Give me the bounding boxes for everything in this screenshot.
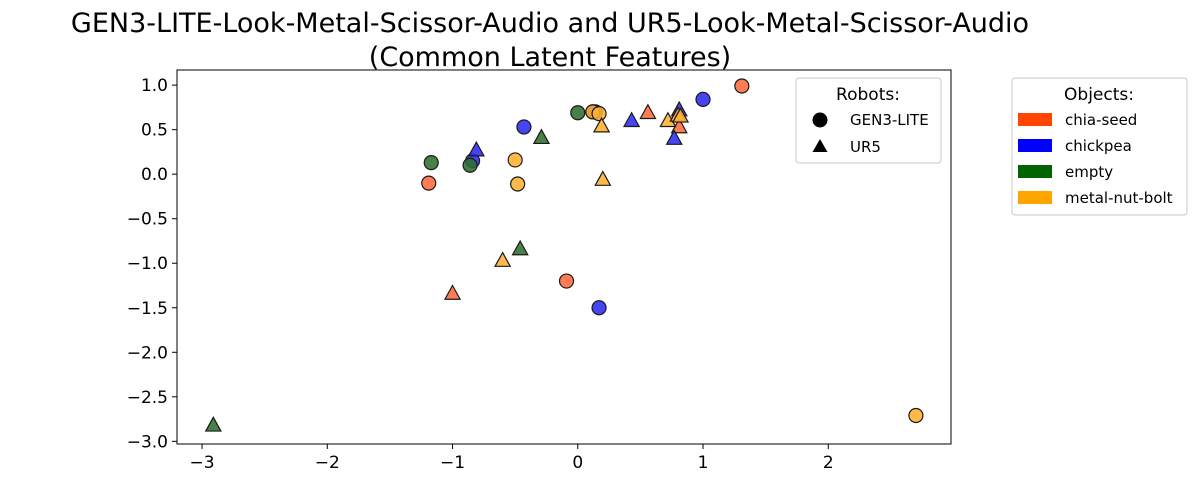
chart-title-line1: GEN3-LITE-Look-Metal-Scissor-Audio and U… — [71, 8, 1029, 39]
point-ur5-metal-nut-bolt-32 — [671, 107, 690, 123]
axes: −3 −2 −1 0 1 2 1.0 0.5 0.0 −0.5 −1.0 −1.5 −2.0 −2.5 −3… — [127, 69, 952, 473]
plot-frame — [176, 69, 952, 445]
y-tick-label: −1.0 — [127, 254, 168, 274]
point-ur5-empty-26 — [532, 128, 551, 145]
point-ur5-metal-nut-bolt-27 — [494, 251, 512, 267]
robot-legend: Robots: GEN3-LITE UR5 — [795, 77, 942, 164]
robot-legend-entry-ur5: UR5 — [850, 138, 881, 156]
triangle-marker-icon — [812, 139, 828, 152]
y-tick-label: −0.5 — [127, 210, 168, 230]
object-legend-entry-empty: empty — [1065, 163, 1113, 181]
point-ur5-empty-24 — [204, 416, 222, 432]
point-gen3-lite-chickpea-7 — [695, 91, 711, 107]
y-tick-label: −2.0 — [127, 343, 168, 363]
y-tick-label: 0.0 — [141, 165, 168, 185]
empty-swatch — [1018, 165, 1052, 178]
object-legend-entry-chia-seed: chia-seed — [1065, 111, 1137, 129]
point-gen3-lite-chickpea-4 — [516, 119, 532, 135]
chickpea-swatch — [1018, 139, 1052, 152]
point-gen3-lite-metal-nut-bolt-15 — [591, 106, 607, 122]
point-gen3-lite-empty-10 — [462, 157, 478, 173]
point-gen3-lite-chia-seed-0 — [421, 175, 437, 191]
x-tick-label: 2 — [823, 453, 834, 473]
point-ur5-chickpea-20 — [467, 140, 485, 157]
point-ur5-chia-seed-17 — [443, 284, 462, 300]
point-ur5-metal-nut-bolt-29 — [594, 170, 612, 186]
object-legend: Objects: chia-seed chickpea empty metal-… — [1011, 77, 1188, 216]
point-gen3-lite-chia-seed-1 — [558, 273, 575, 289]
data-points — [204, 78, 924, 432]
y-tick-label: −2.5 — [127, 388, 168, 408]
object-legend-entry-metal-nut-bolt: metal-nut-bolt — [1065, 189, 1173, 207]
point-gen3-lite-chia-seed-2 — [734, 78, 750, 94]
point-ur5-empty-25 — [511, 239, 529, 256]
robot-legend-box — [795, 77, 942, 164]
robot-legend-entry-gen3-lite: GEN3-LITE — [850, 111, 929, 129]
y-tick-label: 0.5 — [141, 121, 168, 141]
x-tick-label: −3 — [190, 453, 215, 473]
point-gen3-lite-chickpea-6 — [591, 300, 607, 316]
chia-seed-swatch — [1018, 113, 1052, 126]
point-gen3-lite-empty-9 — [423, 155, 439, 171]
point-ur5-chia-seed-18 — [639, 103, 657, 120]
circle-marker-icon — [812, 112, 828, 128]
chart-title-line2: (Common Latent Features) — [369, 42, 731, 73]
x-tick-label: −2 — [315, 453, 340, 473]
y-tick-label: 1.0 — [141, 76, 168, 96]
x-tick-label: −1 — [440, 453, 465, 473]
point-gen3-lite-empty-11 — [570, 105, 586, 121]
object-legend-box — [1011, 77, 1188, 216]
metal-nut-bolt-swatch — [1018, 191, 1052, 204]
point-ur5-metal-nut-bolt-28 — [592, 116, 611, 133]
point-gen3-lite-metal-nut-bolt-13 — [510, 176, 526, 192]
x-tick-label: 1 — [698, 453, 709, 473]
point-gen3-lite-metal-nut-bolt-16 — [908, 407, 924, 424]
object-legend-entry-chickpea: chickpea — [1065, 137, 1132, 155]
x-tick-label: 0 — [572, 453, 583, 473]
object-legend-title: Objects: — [1064, 85, 1134, 105]
robot-legend-title: Robots: — [836, 85, 900, 105]
point-ur5-chickpea-22 — [665, 129, 683, 145]
point-ur5-chickpea-21 — [623, 111, 641, 128]
y-tick-label: −3.0 — [127, 432, 168, 452]
point-gen3-lite-metal-nut-bolt-12 — [507, 152, 523, 168]
y-tick-label: −1.5 — [127, 299, 168, 319]
